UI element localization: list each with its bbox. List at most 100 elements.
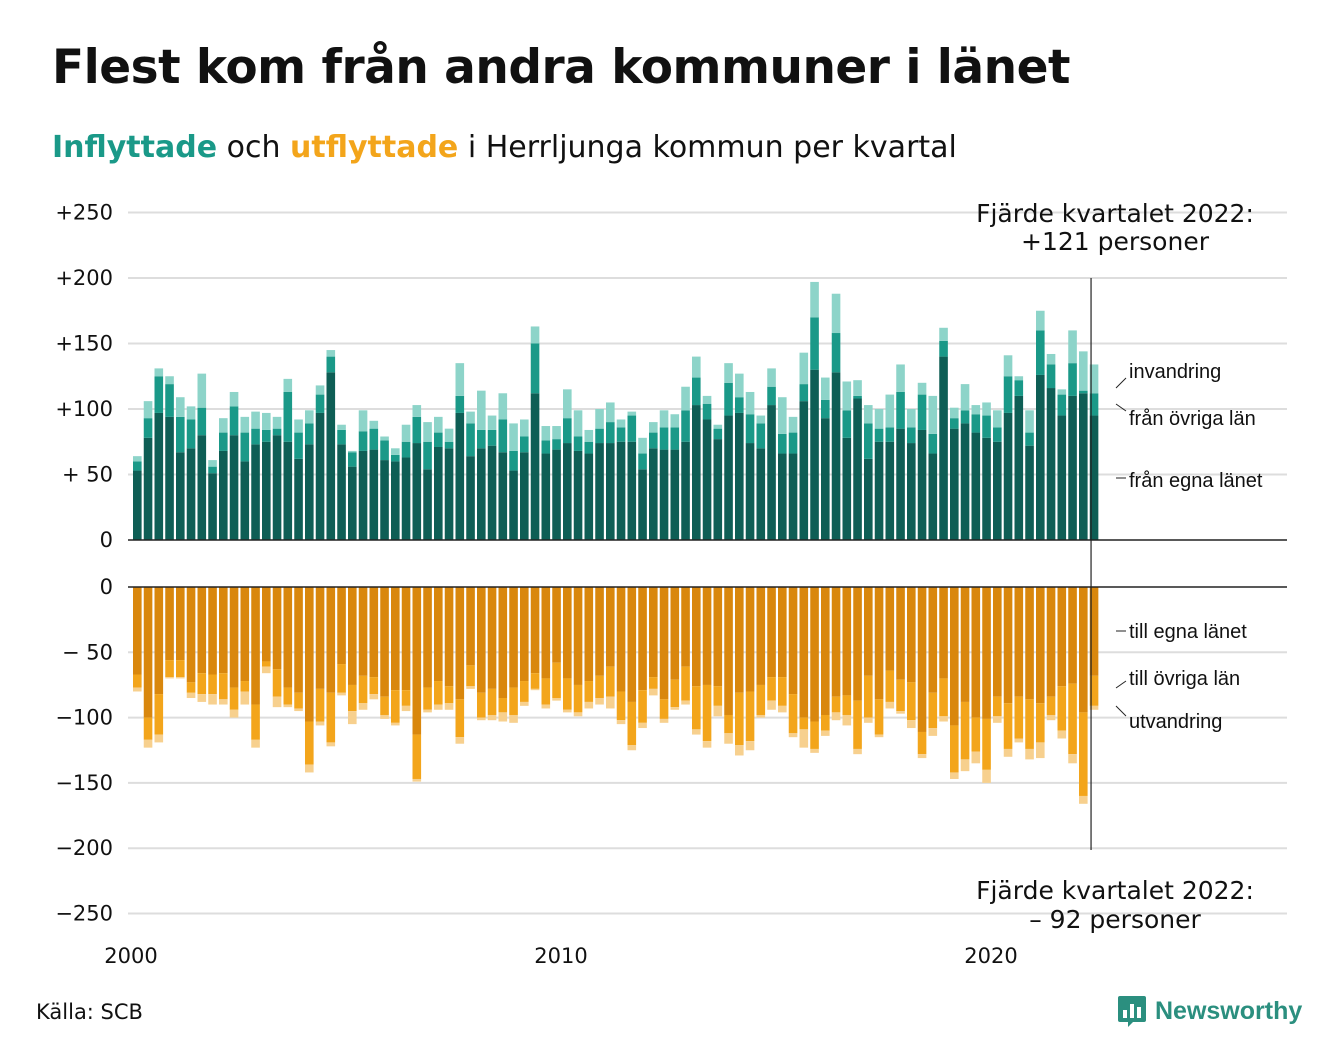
bar-out-ovriga	[552, 662, 561, 699]
bar-in-egna	[595, 443, 604, 540]
bar-in-invandring	[337, 424, 346, 430]
bar-out-egna	[821, 587, 830, 715]
bar-in-invandring	[960, 384, 970, 411]
bar-out-egna	[219, 587, 228, 674]
bar-out-egna	[1057, 587, 1067, 687]
bar-in-invandring	[272, 416, 282, 429]
bar-out-egna	[917, 587, 927, 732]
bar-in-ovriga	[337, 429, 346, 445]
bar-in-egna	[659, 449, 669, 540]
bar-in-ovriga	[1079, 390, 1088, 394]
bar-out-egna	[1036, 587, 1045, 704]
bar-in-invandring	[928, 395, 938, 434]
bar-out-ovriga	[584, 681, 594, 702]
bar-in-ovriga	[874, 428, 884, 442]
bar-out-egna	[186, 587, 196, 683]
bar-out-egna	[692, 587, 701, 687]
bar-out-utvandring	[1025, 748, 1034, 760]
bar-out-utvandring	[735, 745, 744, 756]
bar-in-invandring	[154, 368, 164, 377]
bar-out-utvandring	[369, 694, 379, 700]
bar-in-ovriga	[649, 432, 658, 449]
chart-title: Flest kom från andra kommuner i länet	[52, 40, 1070, 95]
bar-in-invandring	[821, 377, 830, 400]
bar-in-invandring	[692, 356, 701, 378]
bar-out-ovriga	[853, 700, 862, 749]
x-tick-label: 2000	[104, 944, 157, 968]
bar-out-utvandring	[606, 696, 615, 709]
bar-out-utvandring	[767, 700, 776, 710]
bar-in-ovriga	[466, 423, 475, 457]
bar-in-ovriga	[509, 450, 518, 471]
bar-out-ovriga	[154, 694, 164, 735]
bar-in-invandring	[358, 410, 368, 432]
bar-out-ovriga	[649, 677, 658, 689]
bar-out-egna	[649, 587, 658, 678]
bar-in-invandring	[971, 405, 981, 415]
bar-out-ovriga	[219, 673, 228, 700]
newsworthy-logo[interactable]: Newsworthy	[1117, 994, 1302, 1028]
bar-in-ovriga	[251, 428, 260, 445]
bar-in-invandring	[939, 327, 948, 341]
bar-out-egna	[423, 587, 432, 688]
bar-in-ovriga	[348, 452, 357, 467]
bar-in-ovriga	[982, 415, 991, 438]
bar-in-egna	[1079, 393, 1088, 540]
bar-in-egna	[853, 398, 862, 540]
bar-out-utvandring	[315, 721, 325, 726]
bar-in-invandring	[262, 412, 271, 430]
bar-out-utvandring	[971, 751, 981, 764]
bar-in-egna	[638, 469, 647, 540]
bar-out-utvandring	[638, 722, 647, 729]
bar-out-egna	[358, 587, 368, 676]
bar-out-utvandring	[928, 728, 938, 736]
bar-out-utvandring	[810, 748, 819, 753]
bar-out-ovriga	[724, 714, 733, 734]
bar-in-invandring	[369, 420, 379, 429]
annotation-top-line2: +121 personer	[1021, 227, 1210, 256]
bar-in-egna	[627, 441, 637, 540]
bar-out-ovriga	[842, 695, 852, 715]
bar-in-invandring	[842, 381, 852, 411]
bar-in-invandring	[176, 397, 185, 417]
y-tick-top: +200	[55, 266, 113, 290]
bar-in-ovriga	[950, 418, 959, 429]
bar-out-utvandring	[1036, 742, 1045, 759]
bar-out-utvandring	[229, 709, 239, 718]
bar-out-egna	[939, 587, 948, 679]
bar-in-ovriga	[1057, 394, 1067, 416]
bar-out-utvandring	[831, 712, 841, 721]
bar-in-invandring	[982, 402, 991, 416]
bar-in-egna	[229, 435, 239, 540]
bar-out-ovriga	[380, 696, 389, 715]
bar-out-ovriga	[1014, 696, 1024, 739]
bar-in-invandring	[1057, 389, 1067, 395]
bar-in-ovriga	[1025, 432, 1034, 446]
bar-out-utvandring	[1046, 714, 1056, 721]
bar-out-ovriga	[595, 675, 604, 699]
bar-in-ovriga	[477, 429, 486, 449]
bar-out-egna	[810, 587, 819, 722]
bar-out-ovriga	[423, 687, 432, 710]
bar-in-invandring	[713, 424, 723, 429]
bar-out-ovriga	[950, 725, 959, 773]
bar-in-egna	[498, 452, 508, 540]
bar-in-ovriga	[229, 406, 239, 436]
bar-out-egna	[778, 587, 787, 678]
bar-out-egna	[552, 587, 561, 663]
bar-in-ovriga	[907, 427, 916, 444]
bar-out-egna	[509, 587, 518, 688]
bar-out-ovriga	[713, 686, 723, 706]
bar-out-egna	[262, 587, 271, 662]
y-tick-bottom: −100	[55, 706, 113, 730]
bar-in-invandring	[283, 378, 293, 392]
bar-out-ovriga	[885, 670, 895, 702]
bar-out-egna	[369, 587, 379, 678]
annotation-bottom-line1: Fjärde kvartalet 2022:	[976, 876, 1254, 905]
bar-in-egna	[616, 441, 626, 540]
bar-in-ovriga	[971, 414, 981, 433]
legend-leader-in	[1115, 403, 1127, 412]
bar-in-egna	[928, 453, 938, 540]
bar-out-egna	[982, 587, 991, 719]
bar-in-ovriga	[219, 432, 228, 451]
